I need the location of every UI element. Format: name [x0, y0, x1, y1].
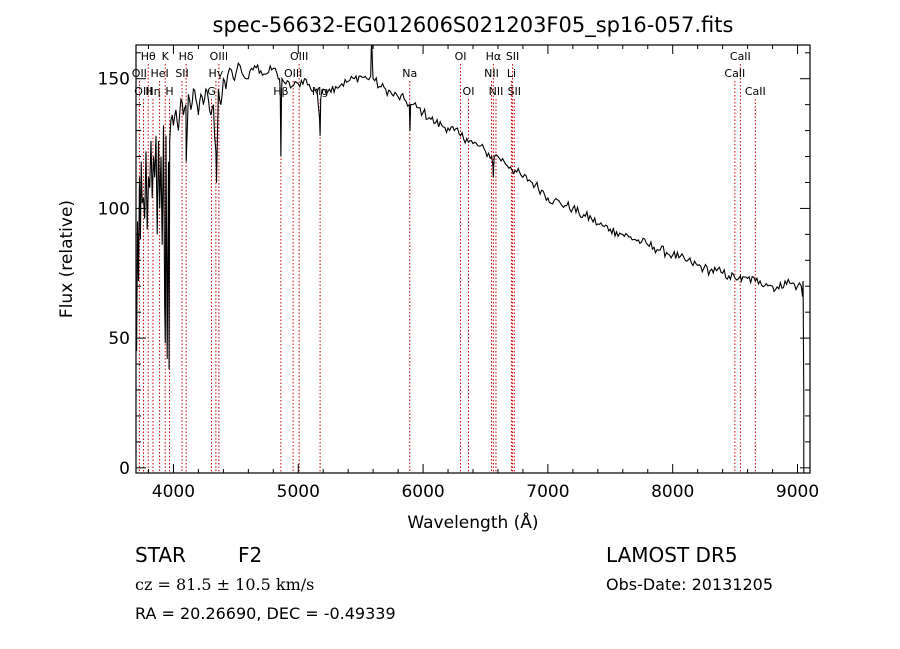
y-axis-label: Flux (relative)	[57, 200, 77, 318]
x-tick-label: 5000	[277, 482, 320, 502]
spectral-line-label: OIII	[290, 50, 308, 63]
spectral-line-label: SII	[506, 50, 519, 63]
spectral-line-label: OIII	[284, 67, 302, 80]
spectral-line-label: Hγ	[208, 67, 223, 80]
y-tick-label: 150	[98, 70, 130, 90]
spectral-line-label: CaII	[730, 50, 751, 63]
spectral-line-label: NII	[484, 67, 499, 80]
spectral-line-label: CaII	[724, 67, 745, 80]
spectral-line-label: Na	[402, 67, 417, 80]
x-tick-label: 4000	[152, 482, 195, 502]
y-axis: 0 50 100 150	[98, 52, 810, 479]
spectral-line-label: SII	[175, 67, 188, 80]
spectral-line-label: Hθ	[141, 50, 156, 63]
spectral-line-label: CaII	[745, 85, 766, 98]
x-tick-label: 6000	[401, 482, 444, 502]
x-axis: 4000 5000 6000 7000 8000 9000	[147, 45, 819, 502]
spectral-line-label: SII	[508, 85, 521, 98]
coordinates: RA = 20.26690, DEC = -0.49339	[135, 604, 396, 623]
spectral-line-label: Hβ	[273, 85, 288, 98]
spectral-line-label: OII	[132, 67, 147, 80]
spectral-line-label: Li	[507, 67, 516, 80]
spectrum-line	[136, 44, 805, 473]
x-axis-label: Wavelength (Å)	[407, 511, 538, 533]
spectral-line-label: OIII	[210, 50, 228, 63]
spectral-line-label: NII	[489, 85, 504, 98]
plot-frame	[135, 44, 811, 474]
y-tick-label: 0	[119, 459, 130, 479]
y-tick-label: 50	[108, 329, 130, 349]
spectral-line-markers	[138, 64, 756, 473]
x-tick-label: 9000	[776, 482, 819, 502]
spectral-line-label: OI	[463, 85, 475, 98]
spectral-line-label: OIII	[134, 85, 152, 98]
spectral-line-label: Hδ	[179, 50, 194, 63]
obs-date: Obs-Date: 20131205	[606, 575, 773, 594]
survey-name: LAMOST DR5	[606, 543, 738, 567]
object-subclass: F2	[238, 543, 262, 567]
spectral-line-label: HeI	[150, 67, 168, 80]
object-class: STAR	[135, 543, 186, 567]
x-tick-label: 8000	[651, 482, 694, 502]
spectral-line-label: Hα	[486, 50, 502, 63]
chart-title: spec-56632-EG012606S021203F05_sp16-057.f…	[213, 13, 734, 38]
spectral-line-label: Mg	[312, 85, 328, 98]
y-tick-label: 100	[98, 199, 130, 219]
spectral-line-label: H	[165, 85, 173, 98]
velocity-text: cz = 81.5 ± 10.5 km/s	[135, 575, 314, 594]
spectral-line-label: G	[207, 85, 216, 98]
spectral-line-label: Hη	[145, 85, 160, 98]
x-tick-label: 7000	[526, 482, 569, 502]
spectral-line-label: OI	[455, 50, 467, 63]
spectral-line-label: K	[162, 50, 170, 63]
